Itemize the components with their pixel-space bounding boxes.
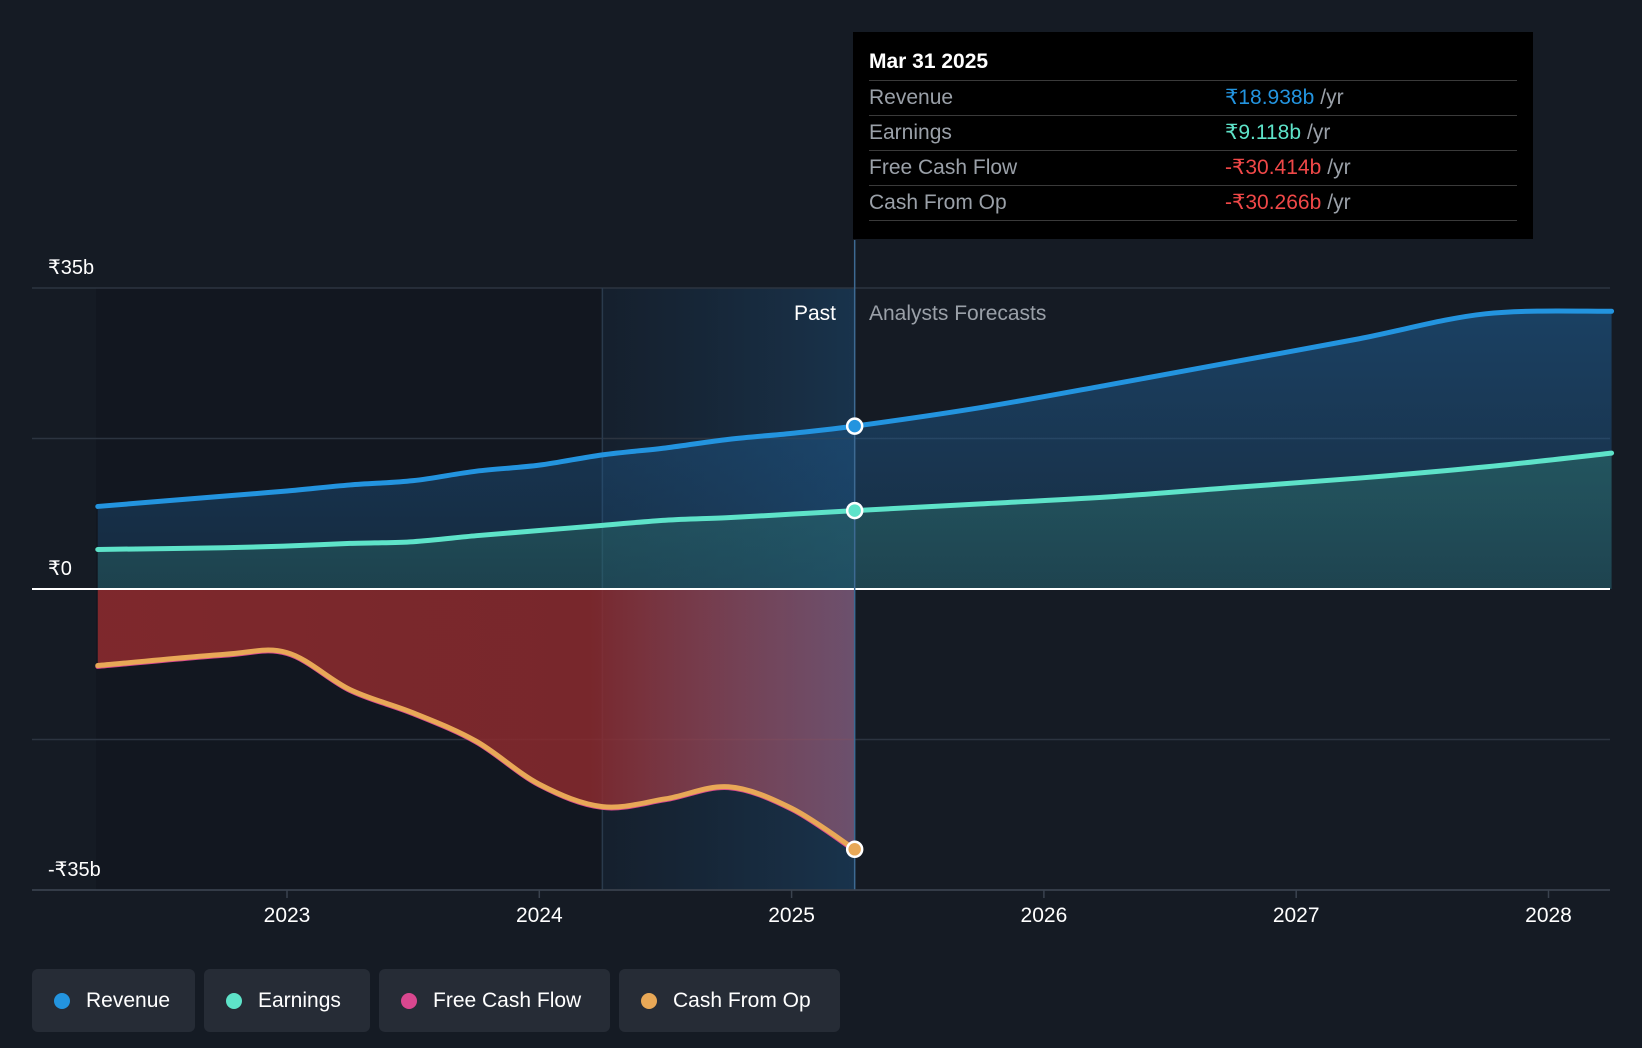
tooltip-row-cash-from-op: Cash From Op -₹30.266b /yr [869,186,1517,221]
y-tick-label: ₹0 [48,558,72,580]
tooltip-value: -₹30.414b [1225,156,1322,179]
tooltip-date: Mar 31 2025 [869,46,1517,81]
tooltip-label: Cash From Op [869,191,1007,214]
tooltip-value: ₹9.118b [1225,121,1302,144]
tooltip-row-earnings: Earnings ₹9.118b /yr [869,116,1517,151]
free-cash-flow-dot-icon [401,992,417,1009]
hover-markers [845,417,864,859]
legend: Revenue Earnings Free Cash Flow Cash Fro… [32,969,840,1032]
legend-label: Free Cash Flow [433,988,582,1012]
forecast-label: Analysts Forecasts [869,302,1046,325]
past-label: Past [794,302,836,325]
legend-item-earnings[interactable]: Earnings [204,969,370,1032]
x-axis: 2023 2024 2025 2026 2027 2028 [264,890,1572,927]
earnings-dot-icon [226,992,242,1009]
cash-from-op-line [95,647,858,852]
legend-item-cash-from-op[interactable]: Cash From Op [619,969,840,1032]
legend-label: Revenue [86,988,171,1012]
tooltip-unit: /yr [1307,121,1331,144]
x-tick-label: 2023 [264,904,311,927]
earnings-marker [845,501,864,520]
legend-label: Earnings [258,988,341,1012]
legend-item-free-cash-flow[interactable]: Free Cash Flow [379,969,610,1032]
tooltip-value: ₹18.938b [1225,86,1315,109]
y-axis: ₹35b ₹0 -₹35b [32,257,1610,891]
free-cash-flow-area [97,589,855,851]
tooltip-row-revenue: Revenue ₹18.938b /yr [869,81,1517,116]
y-tick-label: -₹35b [48,859,101,881]
earnings-line [95,450,1615,552]
series-lines [95,308,1615,854]
cash-from-op-dot-icon [641,992,657,1009]
x-tick-label: 2026 [1021,904,1068,927]
tooltip-label: Earnings [869,121,952,144]
y-tick-label: ₹35b [48,257,94,279]
x-tick-label: 2025 [768,904,815,927]
x-tick-label: 2028 [1525,904,1572,927]
tooltip-label: Revenue [869,86,954,109]
x-tick-label: 2024 [516,904,563,927]
legend-item-revenue[interactable]: Revenue [32,969,195,1032]
tooltip: Mar 31 2025 Revenue ₹18.938b /yr Earning… [853,32,1533,239]
tooltip-label: Free Cash Flow [869,156,1018,179]
revenue-line [95,308,1615,509]
revenue-dot-icon [54,992,70,1009]
legend-label: Cash From Op [673,988,811,1012]
tooltip-row-free-cash-flow: Free Cash Flow -₹30.414b /yr [869,151,1517,186]
tooltip-unit: /yr [1327,156,1351,179]
tooltip-value: -₹30.266b [1225,191,1322,214]
tooltip-unit: /yr [1320,86,1344,109]
tooltip-unit: /yr [1327,191,1351,214]
cash-from-op-marker [845,840,864,859]
revenue-marker [845,417,864,435]
x-tick-label: 2027 [1273,904,1320,927]
